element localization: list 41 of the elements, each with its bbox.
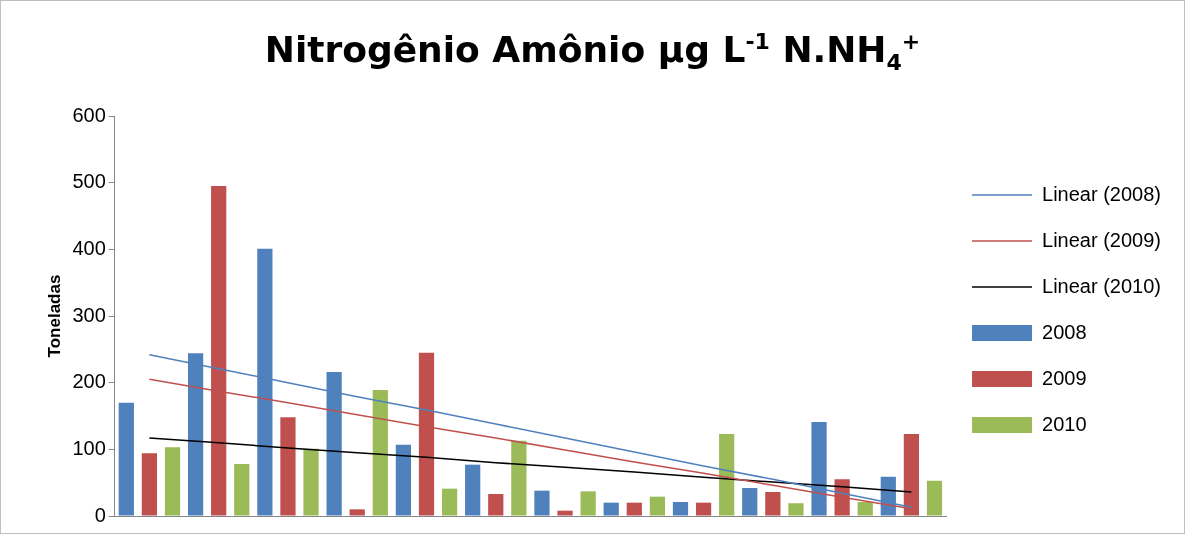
bar bbox=[118, 402, 134, 516]
legend-label: 2008 bbox=[1042, 320, 1087, 343]
y-tick-label: 300 bbox=[72, 303, 106, 326]
y-tick-label: 400 bbox=[72, 236, 106, 259]
bar bbox=[649, 496, 666, 516]
y-tick-label: 500 bbox=[72, 170, 106, 193]
bar bbox=[742, 488, 758, 516]
bar bbox=[488, 494, 504, 516]
bar bbox=[695, 502, 712, 516]
bar bbox=[164, 447, 181, 516]
bar bbox=[788, 503, 804, 516]
bar bbox=[626, 502, 642, 516]
bar bbox=[234, 464, 250, 516]
bar bbox=[441, 488, 458, 516]
y-axis-title: Toneladas bbox=[44, 274, 64, 358]
y-tick-label: 600 bbox=[72, 103, 106, 126]
legend-label: Linear (2009) bbox=[1042, 228, 1161, 251]
bar bbox=[857, 502, 873, 516]
legend-label: 2009 bbox=[1042, 366, 1087, 389]
y-tick-label: 200 bbox=[72, 370, 106, 393]
bar bbox=[719, 434, 735, 516]
legend-label: Linear (2008) bbox=[1042, 182, 1161, 205]
legend-label: Linear (2010) bbox=[1042, 274, 1161, 297]
bar bbox=[349, 509, 365, 516]
legend-label: 2010 bbox=[1042, 412, 1087, 435]
bar bbox=[511, 440, 527, 516]
y-tick-label: 0 bbox=[94, 503, 106, 526]
bar bbox=[395, 444, 412, 516]
bar bbox=[303, 448, 319, 516]
bar bbox=[372, 390, 388, 516]
bar bbox=[926, 480, 943, 516]
bar bbox=[280, 417, 296, 516]
bar bbox=[765, 492, 781, 516]
bar bbox=[580, 491, 596, 516]
bar bbox=[465, 464, 481, 516]
bar bbox=[557, 510, 573, 516]
y-tick-label: 100 bbox=[72, 436, 106, 459]
bar bbox=[141, 453, 158, 516]
bar bbox=[672, 502, 689, 516]
bar bbox=[603, 502, 619, 516]
bar bbox=[534, 490, 550, 516]
